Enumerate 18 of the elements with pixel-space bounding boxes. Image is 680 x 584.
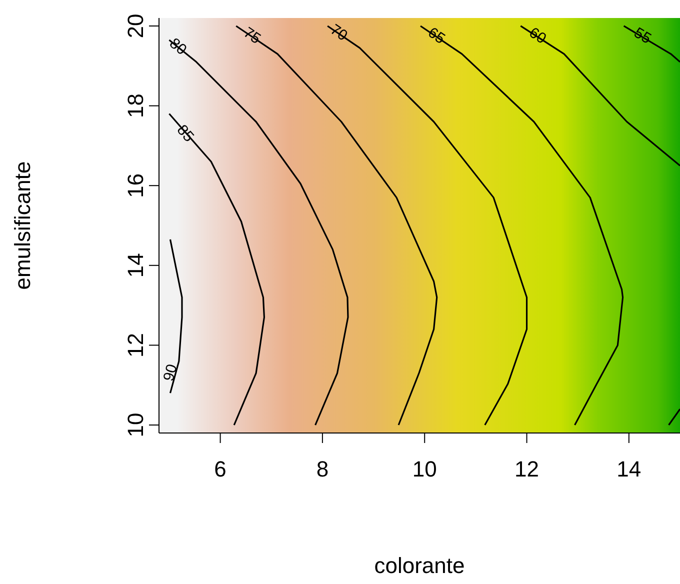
x-tick-label: 8 <box>316 456 329 482</box>
x-tick-label: 12 <box>514 456 540 482</box>
y-tick-label: 20 <box>123 14 148 38</box>
text: 90 <box>160 362 181 384</box>
y-tick-label: 14 <box>123 253 148 278</box>
y-axis-title: emulsificante <box>10 161 35 290</box>
x-tick-label: 14 <box>616 456 642 482</box>
line-series <box>520 25 680 166</box>
x-tick-label: 6 <box>214 456 226 482</box>
text: 55 <box>631 24 654 48</box>
line-series <box>326 25 528 426</box>
line-series <box>420 25 624 426</box>
y-tick-label: 12 <box>123 332 148 358</box>
x-axis-title: colorante <box>374 553 465 578</box>
y-tick-label: 16 <box>123 173 148 198</box>
y-tick-label: 10 <box>123 412 148 438</box>
y-tick-label: 18 <box>123 94 148 118</box>
x-tick-label: 10 <box>412 456 437 482</box>
